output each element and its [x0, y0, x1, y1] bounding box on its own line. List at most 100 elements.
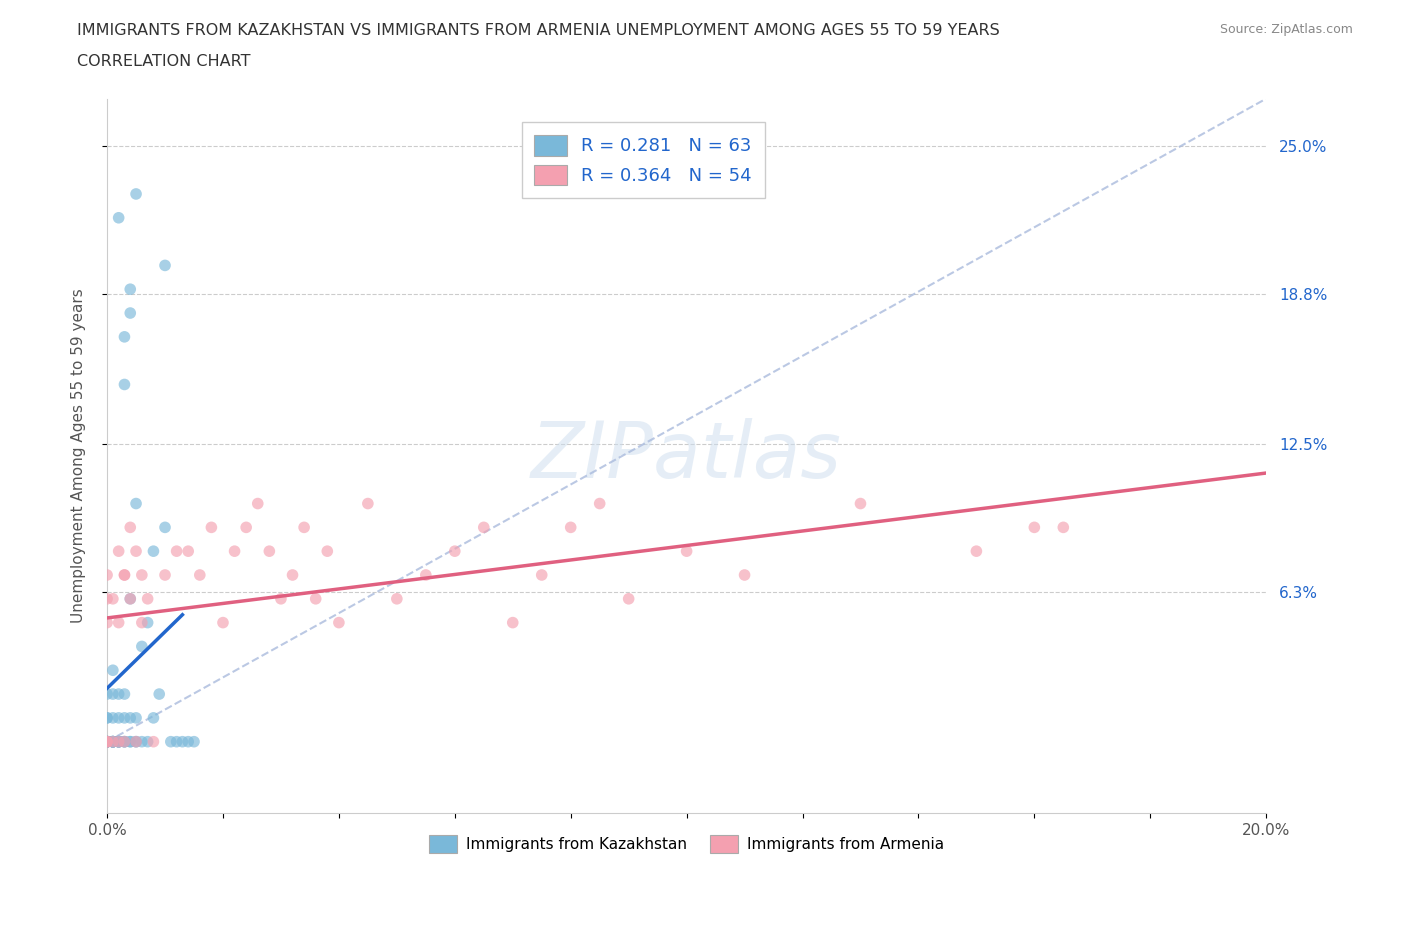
Point: [183, 735, 205, 750]
Point: [357, 496, 380, 511]
Point: [177, 544, 200, 559]
Point: [96, 735, 118, 750]
Point: [96, 711, 118, 725]
Point: [131, 735, 153, 750]
Point: [107, 735, 129, 750]
Point: [101, 735, 124, 750]
Point: [131, 567, 153, 582]
Point: [101, 686, 124, 701]
Point: [107, 735, 129, 750]
Point: [177, 735, 200, 750]
Point: [415, 567, 437, 582]
Point: [107, 686, 129, 701]
Point: [125, 735, 148, 750]
Point: [101, 735, 124, 750]
Point: [125, 711, 148, 725]
Point: [96, 735, 118, 750]
Legend: Immigrants from Kazakhstan, Immigrants from Armenia: Immigrants from Kazakhstan, Immigrants f…: [423, 830, 950, 859]
Point: [120, 520, 142, 535]
Point: [120, 591, 142, 606]
Point: [96, 735, 118, 750]
Point: [107, 210, 129, 225]
Point: [96, 686, 118, 701]
Point: [107, 735, 129, 750]
Point: [101, 735, 124, 750]
Point: [101, 735, 124, 750]
Point: [96, 711, 118, 725]
Point: [153, 258, 176, 272]
Point: [114, 711, 136, 725]
Point: [107, 735, 129, 750]
Point: [328, 615, 350, 630]
Point: [114, 567, 136, 582]
Point: [235, 520, 257, 535]
Point: [131, 615, 153, 630]
Point: [849, 496, 872, 511]
Point: [101, 735, 124, 750]
Point: [166, 735, 188, 750]
Point: [385, 591, 408, 606]
Point: [101, 711, 124, 725]
Point: [246, 496, 269, 511]
Point: [316, 544, 339, 559]
Point: [259, 544, 281, 559]
Point: [114, 329, 136, 344]
Text: CORRELATION CHART: CORRELATION CHART: [77, 54, 250, 69]
Point: [96, 615, 118, 630]
Point: [114, 567, 136, 582]
Point: [114, 735, 136, 750]
Point: [120, 735, 142, 750]
Point: [153, 567, 176, 582]
Point: [560, 520, 582, 535]
Point: [120, 711, 142, 725]
Point: [125, 544, 148, 559]
Point: [443, 544, 465, 559]
Point: [212, 615, 235, 630]
Point: [120, 591, 142, 606]
Point: [96, 735, 118, 750]
Point: [101, 735, 124, 750]
Text: IMMIGRANTS FROM KAZAKHSTAN VS IMMIGRANTS FROM ARMENIA UNEMPLOYMENT AMONG AGES 55: IMMIGRANTS FROM KAZAKHSTAN VS IMMIGRANTS…: [77, 23, 1000, 38]
Point: [107, 544, 129, 559]
Point: [172, 735, 194, 750]
Point: [101, 735, 124, 750]
Point: [125, 735, 148, 750]
Point: [101, 735, 124, 750]
Point: [530, 567, 553, 582]
Point: [965, 544, 987, 559]
Point: [1052, 520, 1074, 535]
Point: [125, 187, 148, 202]
Point: [305, 591, 328, 606]
Point: [224, 544, 246, 559]
Point: [270, 591, 292, 606]
Point: [96, 591, 118, 606]
Point: [292, 520, 315, 535]
Point: [107, 735, 129, 750]
Point: [120, 282, 142, 297]
Point: [136, 735, 159, 750]
Text: Source: ZipAtlas.com: Source: ZipAtlas.com: [1219, 23, 1353, 36]
Point: [120, 306, 142, 321]
Point: [281, 567, 304, 582]
Point: [107, 711, 129, 725]
Point: [107, 615, 129, 630]
Point: [96, 567, 118, 582]
Point: [107, 735, 129, 750]
Point: [159, 735, 181, 750]
Point: [200, 520, 222, 535]
Point: [153, 520, 176, 535]
Point: [101, 735, 124, 750]
Point: [114, 735, 136, 750]
Point: [125, 735, 148, 750]
Point: [136, 591, 159, 606]
Point: [142, 735, 165, 750]
Point: [114, 735, 136, 750]
Point: [589, 496, 612, 511]
Point: [142, 544, 165, 559]
Point: [188, 567, 211, 582]
Point: [502, 615, 524, 630]
Point: [125, 496, 148, 511]
Point: [96, 735, 118, 750]
Point: [114, 377, 136, 392]
Point: [148, 686, 170, 701]
